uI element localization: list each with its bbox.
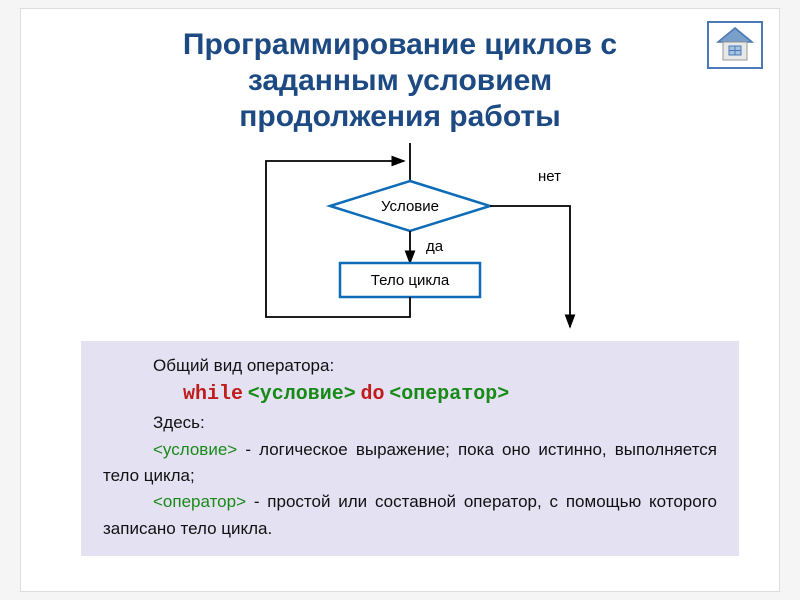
home-button[interactable] [707, 21, 763, 69]
cond-label: Условие [381, 198, 439, 215]
cond-tag-2: <условие> [153, 440, 237, 459]
title-line-2: заданным условием [248, 64, 552, 97]
line-general: Общий вид оператора: [103, 353, 717, 379]
page-title: Программирование циклов с заданным услов… [21, 9, 779, 139]
title-line-3: продолжения работы [239, 100, 560, 133]
syntax-line: while <условие> do <оператор> [103, 379, 717, 410]
slide-card: Программирование циклов с заданным услов… [20, 8, 780, 592]
kw-while: while [183, 383, 243, 406]
flowchart: Условие да Тело цикла нет [190, 143, 610, 333]
home-icon [715, 26, 755, 64]
body-label: Тело цикла [371, 272, 450, 289]
label-no: нет [538, 168, 561, 185]
label-yes: да [426, 238, 444, 255]
cond-tag: <условие> [248, 383, 356, 406]
op-tag-2: <оператор> [153, 492, 246, 511]
code-description-box: Общий вид оператора: while <условие> do … [81, 341, 739, 556]
kw-do: do [361, 383, 385, 406]
op-tag: <оператор> [389, 383, 509, 406]
title-line-1: Программирование циклов с [183, 28, 617, 61]
line-here: Здесь: [103, 410, 717, 436]
desc-operator: <оператор> - простой или составной опера… [103, 489, 717, 542]
desc-condition: <условие> - логическое выражение; пока о… [103, 437, 717, 490]
